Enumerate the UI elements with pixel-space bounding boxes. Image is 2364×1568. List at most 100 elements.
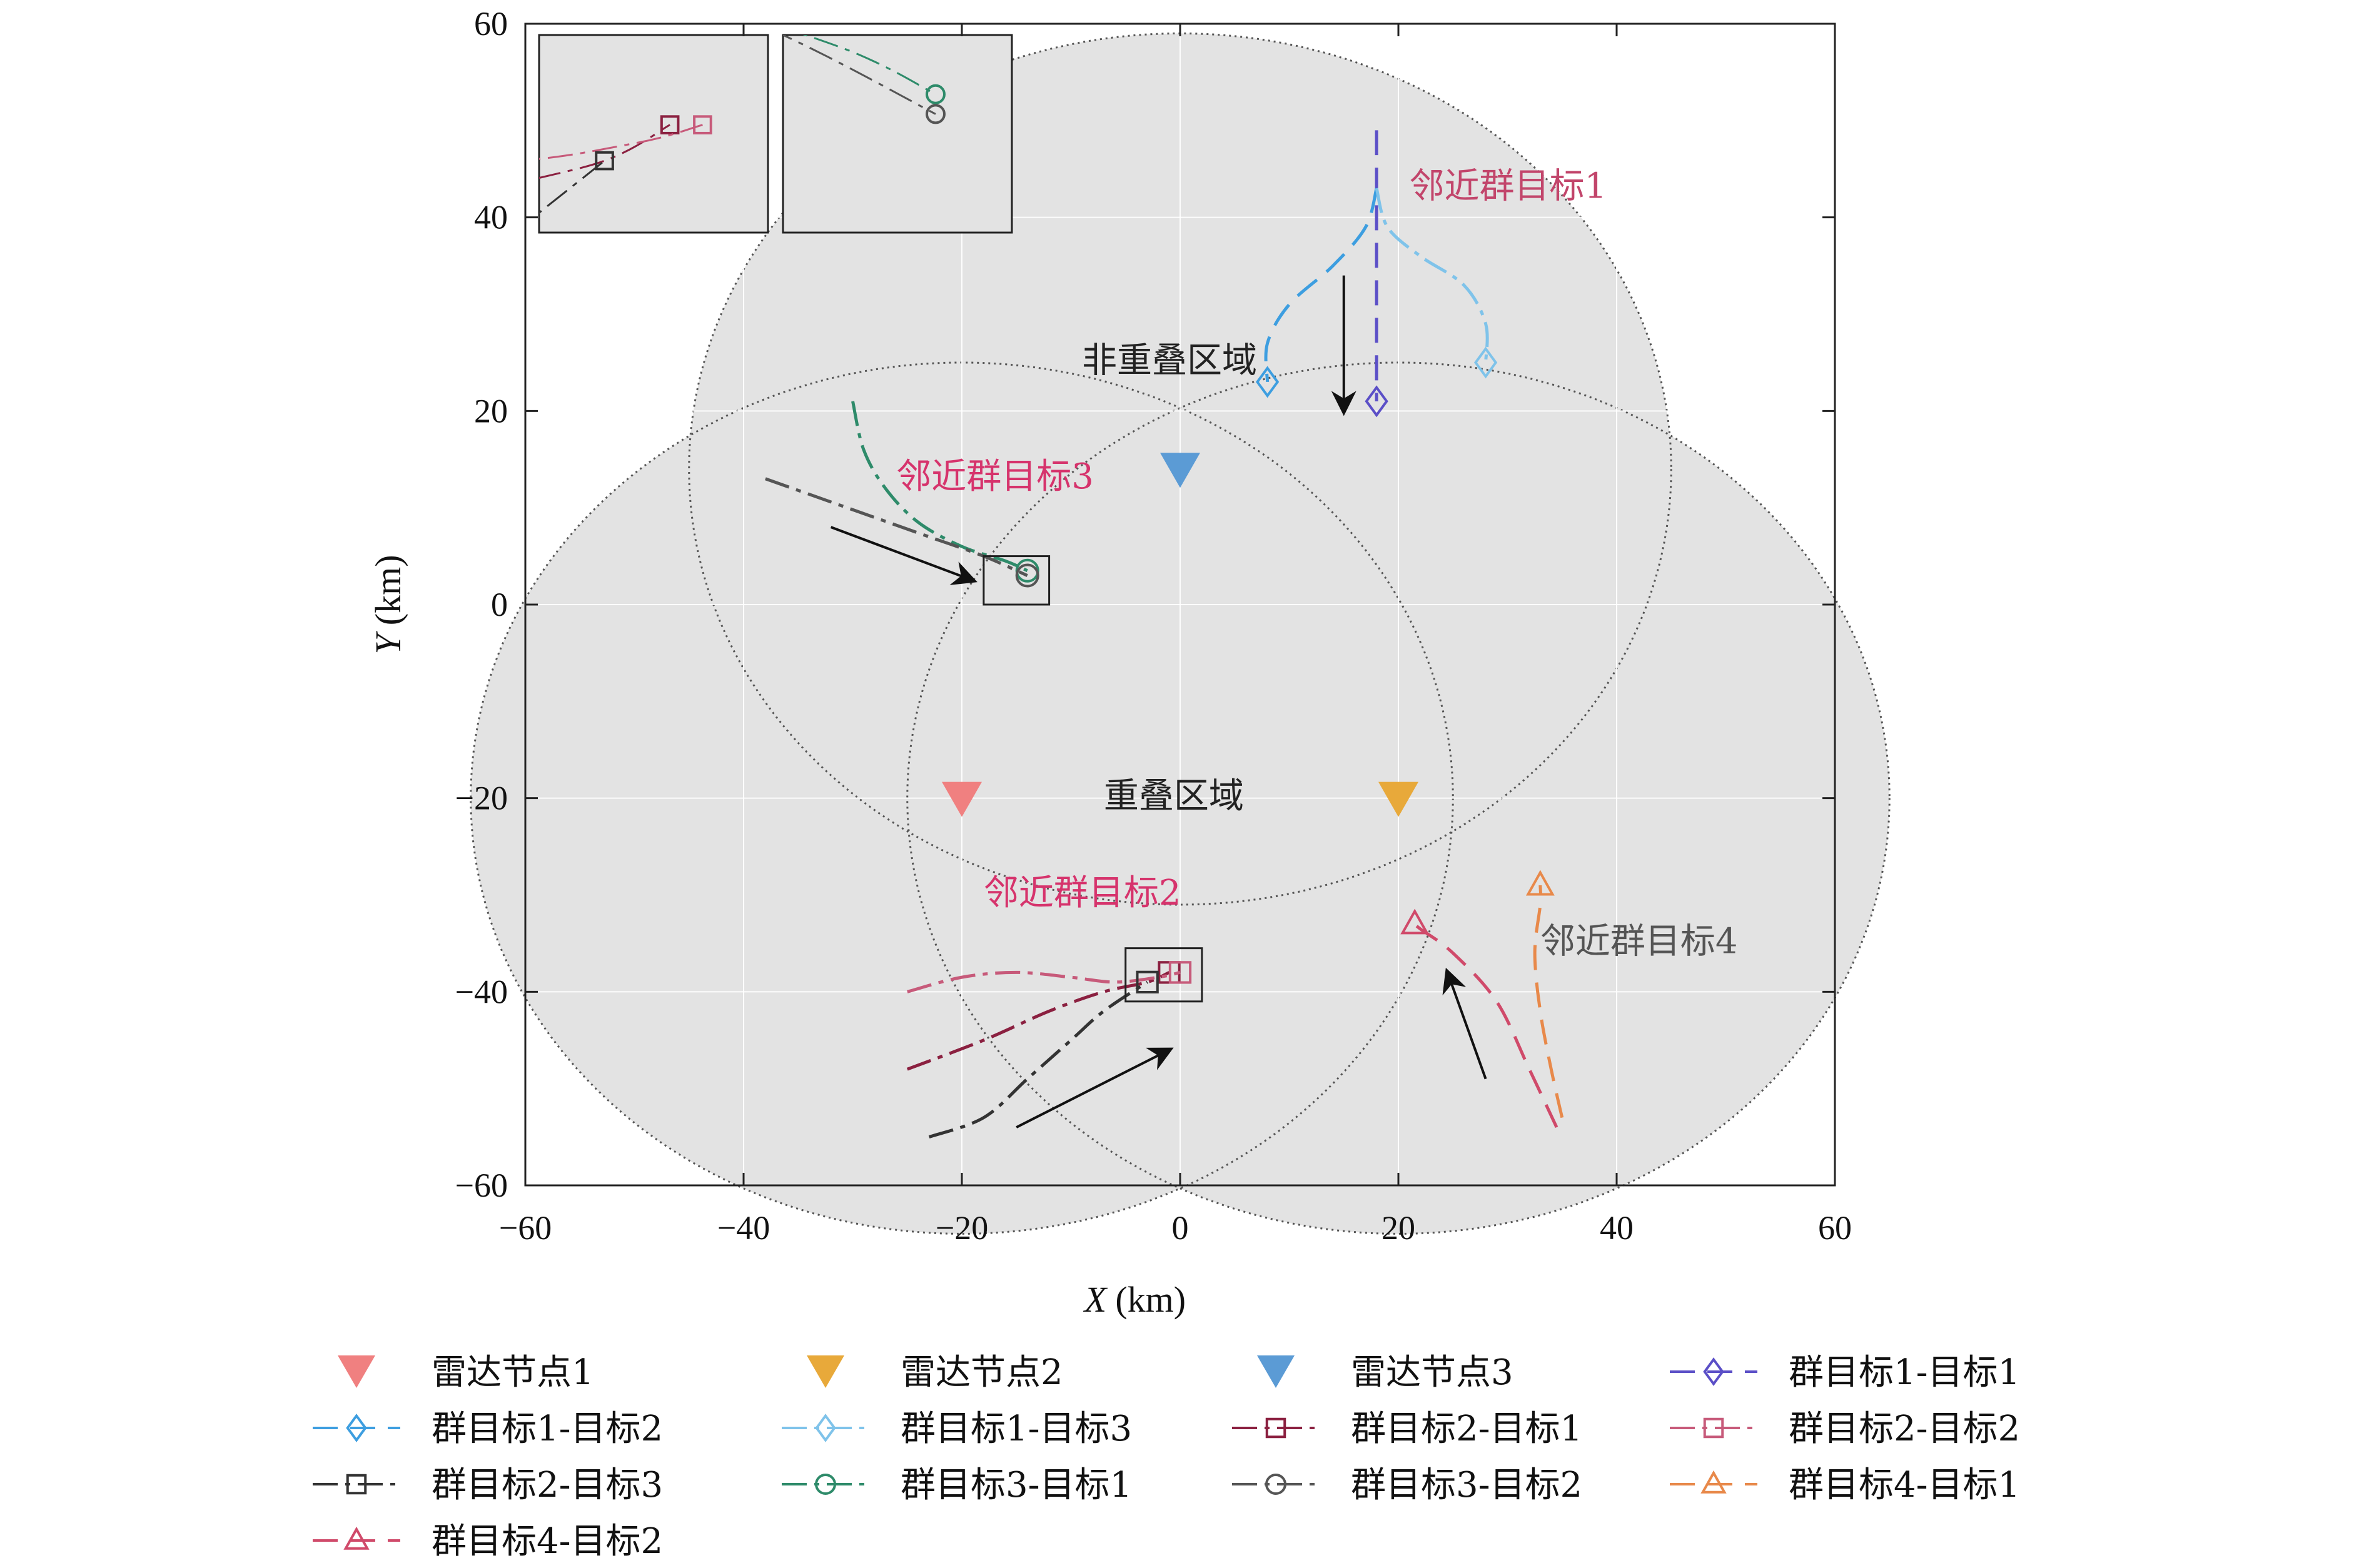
radar-node-3 [1160,453,1200,488]
inset-trajectory [783,35,936,115]
x-tick-label: −60 [499,1209,552,1247]
inset-content [783,35,946,124]
zoom-boxes [982,555,1203,1003]
legend-marker [1703,1357,1724,1386]
legend-item-3: 雷达节点3 [1257,1352,1513,1393]
inset-trajectory [539,124,703,160]
y-tick-label: −20 [455,780,508,817]
zoom-box-1 [982,555,1051,606]
inset-end-marker [926,104,946,124]
legend-item-12: 群目标4-目标1 [1670,1465,2020,1505]
legend-label: 群目标2-目标3 [432,1465,663,1505]
legend-label: 雷达节点3 [1351,1352,1513,1393]
group-label-4: 邻近群目标4 [1540,921,1738,962]
x-tick-label: 60 [1818,1209,1852,1247]
legend-marker [815,1474,836,1495]
legend-label: 群目标2-目标2 [1789,1409,2020,1449]
motion-arrows [830,275,1487,1128]
trajectory-end-marker [1525,870,1555,896]
legend-label: 群目标3-目标1 [901,1465,1132,1505]
y-tick-label: 20 [474,392,508,430]
legend-item-2: 雷达节点2 [807,1352,1063,1393]
y-tick-label: 0 [491,586,508,623]
trajectory-end-marker [1136,970,1159,993]
legend-label: 群目标1-目标3 [901,1409,1132,1449]
legend-label: 雷达节点1 [432,1352,594,1393]
trajectories [765,130,1564,1138]
legend-item-8: 群目标2-目标2 [1670,1409,2020,1449]
legend-marker [346,1474,367,1495]
legend-item-5: 群目标1-目标2 [313,1409,663,1449]
y-tick-label: −40 [455,973,508,1010]
trajectory-end-marker [1473,346,1498,379]
legend-item-13: 群目标4-目标2 [313,1521,663,1562]
legend-marker [343,1526,370,1550]
legend-item-11: 群目标3-目标2 [1232,1465,1582,1505]
legend-label: 群目标1-目标1 [1789,1352,2020,1393]
inset-panel-1 [538,34,769,234]
inset-trajectory [539,124,670,179]
axis-ticks: −60 −40 −20 0 20 40 60 −60 −40 −20 0 20 40 60 [455,5,1852,1247]
legend-label: 群目标3-目标2 [1351,1465,1582,1505]
legend-label: 雷达节点2 [901,1352,1063,1393]
zoom-box-2 [1124,947,1203,1003]
legend-marker [815,1414,836,1442]
legend-label: 群目标4-目标1 [1789,1465,2020,1505]
trajectory-end-marker [1365,385,1388,418]
legend-radar-icon [807,1355,844,1388]
x-tick-label: −20 [936,1209,988,1247]
group-label-1: 邻近群目标1 [1409,166,1607,207]
x-axis-title: X (km) [1083,1279,1186,1320]
legend-marker [1703,1417,1724,1439]
inset-end-marker [693,115,712,134]
trajectory-line [1375,188,1489,363]
legend-item-10: 群目标3-目标1 [782,1465,1132,1505]
radar-node-1 [942,781,982,817]
trajectory-1 [1365,130,1388,418]
zone-label-overlap: 重叠区域 [1104,776,1244,817]
legend-item-6: 群目标1-目标3 [782,1409,1132,1449]
trajectory-2 [1255,188,1378,398]
motion-arrow-3 [1016,1047,1174,1128]
trajectory-end-marker [1015,563,1039,588]
motion-arrow-4 [1442,967,1487,1080]
trajectory-end-marker [1168,961,1192,984]
legend-marker [346,1414,367,1442]
zone-labels: 非重叠区域 重叠区域 [1082,340,1257,817]
legend-item-4: 群目标1-目标1 [1670,1352,2020,1393]
trajectory-line [907,970,1181,993]
legend-label: 群目标1-目标2 [432,1409,663,1449]
legend-radar-icon [1257,1355,1295,1388]
group-label-2: 邻近群目标2 [984,873,1181,913]
radar-node-2 [1378,781,1418,817]
trajectory-line [1413,923,1558,1128]
inset-trajectory [802,35,936,96]
legend-item-7: 群目标2-目标1 [1232,1409,1582,1449]
group-labels: 邻近群目标1 邻近群目标3 邻近群目标2 邻近群目标4 [896,166,1737,962]
trajectory-10 [1400,908,1558,1128]
group-label-3: 邻近群目标3 [896,456,1094,497]
trajectory-3 [1375,188,1498,379]
legend-marker [1700,1470,1727,1494]
legend-radar-icon [338,1355,375,1388]
inset-frame [538,34,769,234]
radar-nodes [942,453,1418,817]
trajectory-9 [1525,870,1564,1118]
grid [525,24,1835,1185]
legend-item-1: 雷达节点1 [338,1352,594,1393]
legend-label: 群目标2-目标1 [1351,1409,1582,1449]
legend-label: 群目标4-目标2 [432,1521,663,1562]
trajectory-end-marker [1400,908,1430,935]
x-tick-label: 40 [1600,1209,1634,1247]
trajectory-end-marker [1255,366,1280,398]
legend-marker [1265,1417,1286,1439]
trajectory-5 [907,961,1192,993]
motion-arrow-2 [830,526,977,585]
inset-panel-2 [782,34,1013,234]
inset-end-marker [595,151,614,171]
legend-marker [1265,1474,1286,1495]
y-tick-label: 60 [474,5,508,43]
inset-frame [782,34,1013,234]
inset-panels [538,34,1013,234]
